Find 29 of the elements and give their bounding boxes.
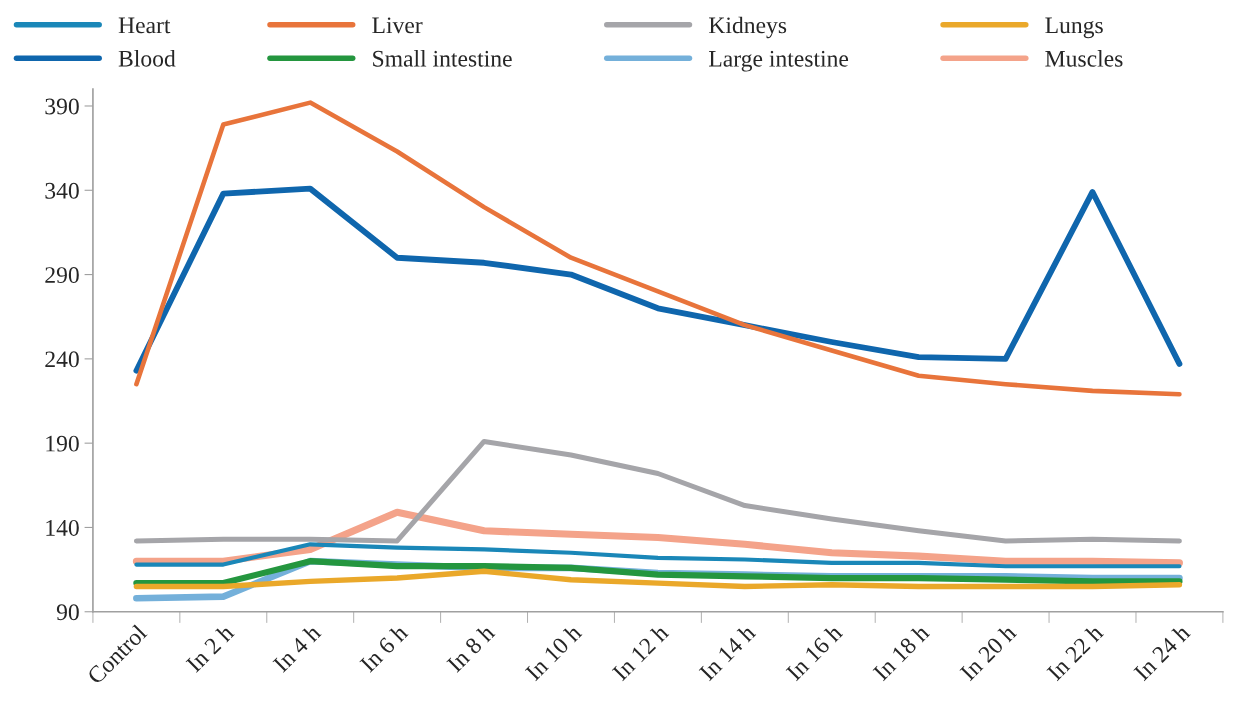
line-series <box>134 542 1182 569</box>
x-tick-label: In 16 h <box>785 623 844 682</box>
x-tick-label: In 12 h <box>611 623 670 682</box>
x-tick-label: In 18 h <box>871 623 931 682</box>
legend-label: Large intestine <box>709 50 849 72</box>
x-tick-label: In 2 h <box>184 623 235 673</box>
legend-label: Small intestine <box>373 50 512 67</box>
legend-label: Muscles <box>1045 50 1123 67</box>
y-tick-label: 140 <box>46 519 79 536</box>
x-tick-label: In 14 h <box>698 623 757 682</box>
x-tick-label: In 22 h <box>1045 623 1104 682</box>
legend-label: Liver <box>372 17 423 34</box>
legend-label: Blood <box>118 50 176 67</box>
x-tick-label: In 6 h <box>358 623 409 673</box>
y-tick-label: 240 <box>45 351 79 368</box>
y-tick-label: 90 <box>56 604 79 621</box>
legend-label: Kidneys <box>709 16 787 39</box>
y-tick-label: 340 <box>45 182 79 199</box>
x-tick-label: In 24 h <box>1132 623 1191 682</box>
legend-label: Heart <box>118 17 171 34</box>
line-series <box>134 100 1182 397</box>
legend-label: Lungs <box>1045 17 1103 39</box>
x-tick-label: In 4 h <box>271 623 322 673</box>
x-tick-label: In 20 h <box>958 623 1018 682</box>
x-tick-label: In 10 h <box>524 623 583 682</box>
y-tick-label: 390 <box>45 98 79 115</box>
x-tick-label: In 8 h <box>445 623 496 673</box>
y-tick-label: 190 <box>46 435 79 452</box>
y-tick-label: 290 <box>45 267 79 283</box>
